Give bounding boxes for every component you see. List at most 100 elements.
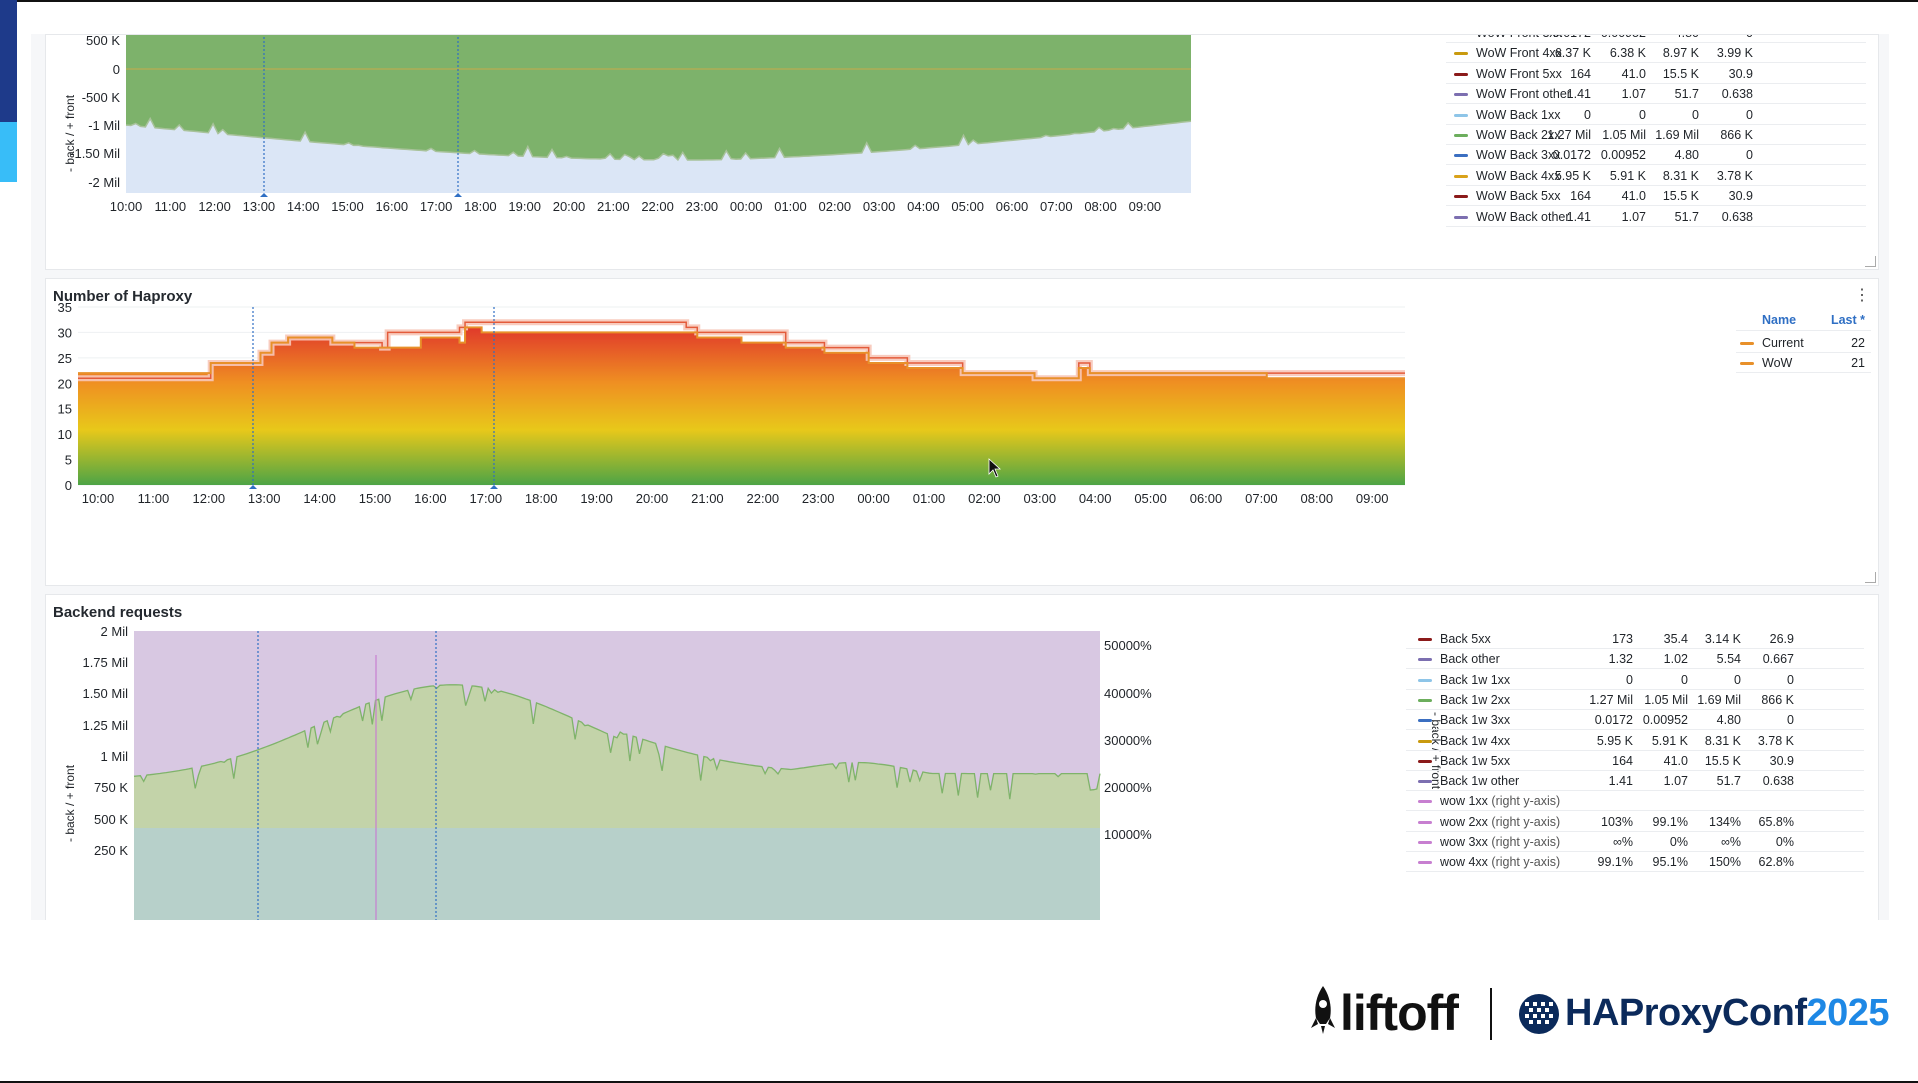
legend-row[interactable]: WoW 21 — [1736, 353, 1871, 373]
legend-value: 62.8% — [1758, 855, 1794, 870]
legend-value: 1.41 — [1566, 87, 1591, 102]
chart-haproxy-count[interactable]: 35 30 25 20 15 10 5 0 10:00 11:00 12:00 13:00 14:00 1… — [46, 279, 1746, 586]
x-tick-label: 05:00 — [1134, 491, 1167, 506]
legend-row[interactable]: WoW Front 4xx 6.37 K 6.38 K 8.97 K 3.99 K — [1446, 43, 1866, 64]
kebab-menu-icon[interactable]: ⋮ — [1854, 287, 1870, 304]
legend-value: 3.99 K — [1716, 46, 1753, 61]
legend-row[interactable]: wow 3xx (right y-axis) ∞% 0% ∞% 0% — [1406, 832, 1864, 852]
legend-row[interactable]: WoW Front 5xx 164 41.0 15.5 K 30.9 — [1446, 64, 1866, 84]
legend-value: 1.27 Mil — [1589, 692, 1633, 707]
legend-value: 0 — [1746, 35, 1753, 40]
legend-row[interactable]: Back 1w 3xx 0.0172 0.00952 4.80 0 — [1406, 710, 1864, 731]
legend-row[interactable]: Back 1w 2xx 1.27 Mil 1.05 Mil 1.69 Mil 866 K — [1406, 690, 1864, 710]
legend-value: 866 K — [1720, 128, 1753, 142]
y-tick-label: -2 Mil — [88, 175, 120, 190]
col-last[interactable]: Last * — [1830, 313, 1865, 327]
legend-row[interactable]: Back 1w 4xx 5.95 K 5.91 K 8.31 K 3.78 K — [1406, 731, 1864, 751]
x-tick-label: 06:00 — [996, 199, 1029, 214]
legend-value: 0 — [1681, 672, 1688, 687]
legend-row[interactable]: WoW Back 5xx 164 41.0 15.5 K 30.9 — [1446, 186, 1866, 207]
resize-handle[interactable] — [1865, 572, 1876, 583]
series-swatch — [1418, 780, 1432, 784]
series-swatch — [1418, 820, 1432, 824]
legend-row[interactable]: wow 4xx (right y-axis) 99.1% 95.1% 150% 62.8… — [1406, 852, 1864, 873]
y-tick-label: 1.50 Mil — [82, 686, 128, 701]
legend-row[interactable]: Back other 1.32 1.02 5.54 0.667 — [1406, 649, 1864, 670]
legend-row[interactable]: wow 2xx (right y-axis) 103% 99.1% 134% 65.8% — [1406, 812, 1864, 832]
chart-front-back[interactable]: 500 K 0 -500 K -1 Mil -1.50 Mil -2 Mil 10:00 11… — [46, 35, 1546, 270]
series-swatch — [1418, 841, 1432, 844]
chart-backend-requests[interactable]: 2 Mil 1.75 Mil 1.50 Mil 1.25 Mil 1 Mil 750 K 5… — [46, 595, 1466, 920]
x-tick-label: 16:00 — [414, 491, 447, 506]
series-name: WoW Back 4xx — [1476, 168, 1561, 183]
legend-row[interactable]: WoW Back 3xx 0.0172 0.00952 4.80 0 — [1446, 145, 1866, 166]
series-name: WoW Back 3xx — [1476, 148, 1561, 163]
series-swatch — [1454, 195, 1468, 199]
x-tick-label: 02:00 — [968, 491, 1001, 506]
series-name: Back 1w 2xx — [1440, 692, 1511, 707]
legend-value: 6.37 K — [1554, 46, 1591, 61]
legend-value: 4.80 — [1674, 148, 1699, 163]
x-tick-label: 11:00 — [138, 491, 170, 506]
legend-row[interactable]: wow 1xx (right y-axis) — [1406, 791, 1864, 812]
series-swatch — [1454, 154, 1468, 158]
y-tick-label: 2 Mil — [101, 624, 129, 639]
haproxyconf-wordmark: HAProxyConf — [1565, 992, 1807, 1034]
legend-row[interactable]: WoW Back 2xx 1.27 Mil 1.05 Mil 1.69 Mil 866 … — [1446, 125, 1866, 145]
legend-value: 0.0172 — [1552, 148, 1591, 163]
series-name: WoW Back 2xx — [1476, 128, 1561, 142]
series-swatch — [1454, 134, 1468, 137]
x-tick-label: 01:00 — [913, 491, 946, 506]
resize-handle[interactable] — [1865, 256, 1876, 267]
legend-value: 8.97 K — [1662, 46, 1699, 61]
annotation-marker-tick — [249, 485, 257, 489]
legend-row[interactable]: WoW Front other 1.41 1.07 51.7 0.638 — [1446, 84, 1866, 105]
legend-header: Name Last * — [1736, 311, 1871, 331]
panel-front-back-requests: - back / + front 500 K 0 -500 K -1 Mil -1.50… — [45, 34, 1879, 270]
legend-value: 150% — [1709, 855, 1741, 870]
x-tick-label: 13:00 — [243, 199, 276, 214]
series-swatch — [1454, 174, 1468, 178]
legend-value: 0 — [1584, 107, 1591, 122]
legend-row[interactable]: WoW Back other 1.41 1.07 51.7 0.638 — [1446, 207, 1866, 227]
y-tick-label: 10 — [58, 427, 72, 442]
legend-value: 0 — [1692, 107, 1699, 122]
x-tick-label: 21:00 — [691, 491, 724, 506]
legend-row[interactable]: WoW Back 1xx 0 0 0 0 — [1446, 105, 1866, 125]
y-tick-label: 0 — [113, 62, 120, 77]
y2-tick-label: 50000% — [1104, 638, 1152, 653]
series-name: wow 4xx (right y-axis) — [1440, 855, 1561, 870]
top-border — [0, 0, 1918, 2]
legend-value: 0% — [1775, 835, 1794, 849]
series-swatch — [1418, 658, 1432, 662]
col-name[interactable]: Name — [1762, 313, 1797, 327]
y-tick-label: -500 K — [82, 90, 121, 105]
series-swatch — [1418, 739, 1432, 743]
legend-row[interactable]: Back 1w 5xx 164 41.0 15.5 K 30.9 — [1406, 751, 1864, 771]
legend-value: 0.00952 — [1642, 713, 1688, 728]
legend-value: 0.638 — [1721, 209, 1753, 224]
series-name: wow 2xx (right y-axis) — [1440, 814, 1561, 829]
series-name: Back 1w 4xx — [1440, 733, 1511, 748]
legend-value: 164 — [1612, 753, 1633, 768]
legend-value: 51.7 — [1674, 87, 1699, 102]
series-swatch — [1418, 861, 1432, 865]
x-tick-label: 15:00 — [359, 491, 392, 506]
y2-tick-label: 20000% — [1104, 780, 1152, 795]
legend-row[interactable]: Back 1w 1xx 0 0 0 0 — [1406, 670, 1864, 690]
x-tick-label: 23:00 — [686, 199, 719, 214]
legend-row[interactable]: Back 5xx 173 35.4 3.14 K 26.9 — [1406, 629, 1864, 649]
legend-row[interactable]: Current 22 — [1736, 333, 1871, 353]
legend-row[interactable]: Back 1w other 1.41 1.07 51.7 0.638 — [1406, 771, 1864, 792]
legend-value: 6.38 K — [1609, 46, 1646, 61]
y-tick-label: 30 — [58, 325, 72, 340]
back-1w-2xx-line — [133, 684, 1101, 800]
legend-row[interactable]: WoW Back 4xx 5.95 K 5.91 K 8.31 K 3.78 K — [1446, 166, 1866, 186]
series-name: Back 1w 3xx — [1440, 713, 1511, 728]
legend-value: 103% — [1601, 814, 1633, 829]
x-tick-label: 10:00 — [110, 199, 143, 214]
y-tick-label: -1.50 Mil — [70, 146, 120, 161]
x-tick-label: 06:00 — [1190, 491, 1223, 506]
x-tick-label: 01:00 — [774, 199, 807, 214]
